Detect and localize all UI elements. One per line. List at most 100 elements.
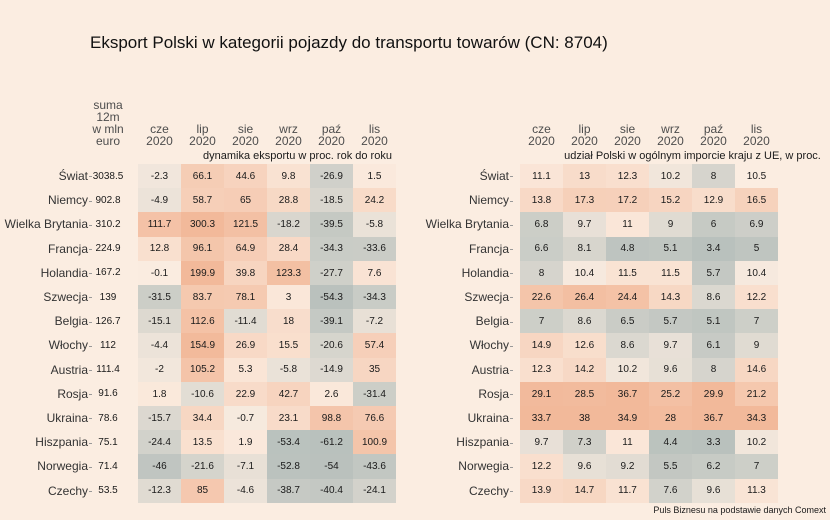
row-label: Szwecja [464,290,513,304]
heatmap-cell: -38.7 [267,478,310,504]
panel-subtitle: udział Polski w ogólnym imporcie kraju z… [564,150,821,162]
heatmap-cell: 8 [692,164,735,189]
axis-tick [89,345,92,347]
axis-tick [89,442,92,444]
heatmap-cell: 9 [649,212,692,238]
heatmap-cell: 9.6 [563,454,606,480]
row-label: Ukraina [47,411,92,425]
heatmap-cell: -5.8 [353,212,396,238]
heatmap-cell: 14.7 [563,478,606,504]
heatmap-cell: -7.1 [224,454,267,480]
row-label-text: Norwegia [458,459,509,474]
column-header-month: sie [619,122,636,136]
heatmap-cell: 111.7 [138,212,181,238]
column-header-month: cze [150,122,169,136]
heatmap-cell: 29.9 [692,381,735,407]
axis-tick [89,418,92,420]
heatmap-cell: 25.2 [649,381,692,407]
column-header: lip 2020 [558,123,611,147]
heatmap-cell: 121.5 [224,212,267,238]
heatmap-cell: 85 [181,478,224,504]
row-label: Wielka Brytania [5,217,92,231]
heatmap-cell: 5.1 [692,309,735,334]
heatmap-cell: 9.6 [692,478,735,504]
column-header-month: wrz [661,122,680,136]
heatmap-cell: 11 [606,430,649,455]
column-header-year: 2020 [657,134,684,148]
row-label-text: Austria [471,362,509,377]
heatmap-cell: -26.9 [310,164,353,189]
row-label-text: Ukraina [46,411,88,425]
heatmap-cell: 42.7 [267,381,310,407]
heatmap-cell: 13.9 [520,478,563,504]
sum-cell: 71.4 [98,460,118,472]
axis-tick [510,224,513,226]
row-label-text: Belgia [54,314,88,329]
heatmap-cell: -33.6 [353,236,396,262]
heatmap-cell: -46 [138,454,181,480]
column-header-year: 2020 [275,134,302,148]
sum-cell: 126.7 [95,315,121,327]
row-label: Holandia [41,266,92,280]
column-header: lis 2020 [730,123,783,147]
heatmap-cell: -5.8 [267,357,310,383]
heatmap-cell: 14.9 [520,333,563,359]
row-label: Niemcy [469,193,513,207]
heatmap-cell: 7.3 [563,430,606,455]
heatmap-cell: 5.3 [224,357,267,383]
column-header-year: 2020 [361,134,388,148]
column-header: lip 2020 [176,123,229,147]
sum-cell: 902.8 [95,194,121,206]
heatmap-cell: 6.8 [520,212,563,238]
heatmap-cell: 18 [267,309,310,334]
row-label: Austria [51,363,92,377]
column-header: sie 2020 [219,123,272,147]
heatmap-cell: 6.2 [692,454,735,480]
heatmap-cell: 33.7 [520,406,563,431]
sum-cell: 91.6 [98,388,118,400]
heatmap-cell: -0.7 [224,406,267,431]
heatmap-cell: 64.9 [224,236,267,262]
heatmap-cell: -52.8 [267,454,310,480]
heatmap-cell: 96.1 [181,236,224,262]
heatmap-cell: -15.1 [138,309,181,334]
heatmap-cell: 8.6 [563,309,606,334]
heatmap-cell: -34.3 [353,285,396,310]
heatmap-cell: 14.3 [649,285,692,310]
heatmap-cell: 38 [563,406,606,431]
sum-cell: 139 [99,291,117,303]
heatmap-cell: 17.3 [563,188,606,213]
column-header: paź 2020 [687,123,740,147]
column-header-month: lip [578,122,591,136]
axis-tick [89,297,92,299]
heatmap-cell: 11.7 [606,478,649,504]
sum-cell: 224.9 [95,243,121,255]
heatmap-cell: 57.4 [353,333,396,359]
heatmap-cell: 1.5 [353,164,396,189]
heatmap-cell: 39.8 [224,260,267,286]
column-header: cze 2020 [515,123,568,147]
heatmap-cell: 7 [520,309,563,334]
axis-tick [89,273,92,275]
heatmap-cell: 24.2 [353,188,396,213]
heatmap-cell: -11.4 [224,309,267,334]
heatmap-cell: 9.6 [649,357,692,383]
heatmap-cell: 7 [735,309,778,334]
row-label-text: Rosja [57,386,88,401]
heatmap-cell: 22.6 [520,285,563,310]
column-header: sie 2020 [601,123,654,147]
heatmap-cell: 9 [735,333,778,359]
row-label: Holandia [462,266,513,280]
heatmap-cell: 28.4 [267,236,310,262]
heatmap-cell: -2 [138,357,181,383]
row-label: Francja [48,242,92,256]
heatmap-cell: 34.3 [735,406,778,431]
sum-cell: 78.6 [98,412,118,424]
heatmap-cell: 9.7 [520,430,563,455]
heatmap-cell: -12.3 [138,478,181,504]
heatmap-cell: 11.5 [649,260,692,286]
column-header-month: lis [368,122,381,136]
axis-tick [510,297,513,299]
heatmap-cell: 11.1 [520,164,563,189]
heatmap-cell: 14.2 [563,357,606,383]
